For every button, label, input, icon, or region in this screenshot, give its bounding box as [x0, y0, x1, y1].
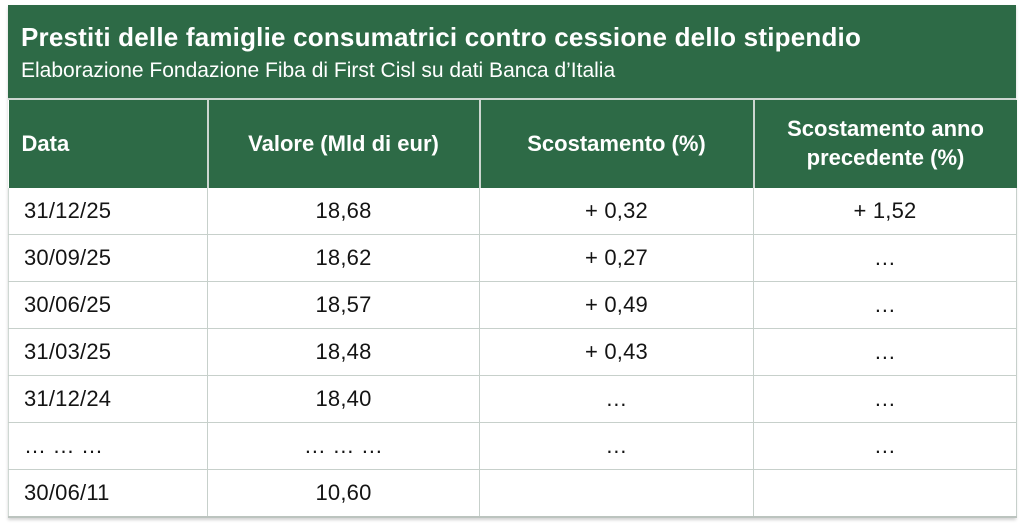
- table-row: 30/06/11 10,60: [8, 469, 1017, 518]
- table-cell-date: … … …: [8, 422, 208, 470]
- table-cell-scostamento: + 0,27: [479, 234, 754, 282]
- table-cell-date: 31/03/25: [8, 328, 208, 376]
- table-cell-date: 31/12/25: [8, 188, 208, 235]
- table-row: 31/03/25 18,48 + 0,43 …: [8, 328, 1017, 376]
- column-header-data: Data: [8, 100, 208, 188]
- table-cell-scostamento: …: [479, 422, 754, 470]
- table-row: 31/12/25 18,68 + 0,32 + 1,52: [8, 188, 1017, 235]
- table-cell-scostamento: + 0,43: [479, 328, 754, 376]
- table-cell-date: 30/06/11: [8, 469, 208, 518]
- table-cell-valore: 18,48: [207, 328, 480, 376]
- table-row: 30/06/25 18,57 + 0,49 …: [8, 281, 1017, 329]
- table-cell-scostamento-anno: …: [753, 234, 1017, 282]
- table-cell-valore: 18,57: [207, 281, 480, 329]
- table-cell-scostamento-anno: …: [753, 281, 1017, 329]
- table-cell-scostamento: [479, 469, 754, 518]
- table-cell-date: 30/06/25: [8, 281, 208, 329]
- table-cell-date: 31/12/24: [8, 375, 208, 423]
- table-row: 30/09/25 18,62 + 0,27 …: [8, 234, 1017, 282]
- column-header-scostamento: Scostamento (%): [478, 100, 754, 188]
- figure-header: Prestiti delle famiglie consumatrici con…: [8, 5, 1016, 100]
- column-header-scostamento-anno-precedente: Scostamento anno precedente (%): [752, 100, 1017, 188]
- table-cell-scostamento-anno: [753, 469, 1017, 518]
- table-row: 31/12/24 18,40 … …: [8, 375, 1017, 423]
- figure-title: Prestiti delle famiglie consumatrici con…: [21, 22, 862, 52]
- table-cell-date: 30/09/25: [8, 234, 208, 282]
- table-header-row: Data Valore (Mld di eur) Scostamento (%)…: [8, 100, 1017, 188]
- table-cell-valore: 18,68: [207, 188, 480, 235]
- table-cell-scostamento: + 0,32: [479, 188, 754, 235]
- table-row: … … … … … … … …: [8, 422, 1017, 470]
- table-cell-scostamento: …: [479, 375, 754, 423]
- table-cell-valore: 18,62: [207, 234, 480, 282]
- table-cell-valore: 10,60: [207, 469, 480, 518]
- table-cell-scostamento-anno: + 1,52: [753, 188, 1017, 235]
- table-cell-scostamento: + 0,49: [479, 281, 754, 329]
- table-cell-scostamento-anno: …: [753, 375, 1017, 423]
- table-cell-valore: 18,40: [207, 375, 480, 423]
- table-cell-scostamento-anno: …: [753, 328, 1017, 376]
- figure-subtitle: Elaborazione Fondazione Fiba di First Ci…: [21, 59, 616, 82]
- table-cell-scostamento-anno: …: [753, 422, 1017, 470]
- data-table: Data Valore (Mld di eur) Scostamento (%)…: [8, 100, 1017, 518]
- column-header-valore: Valore (Mld di eur): [206, 100, 480, 188]
- table-cell-valore: … … …: [207, 422, 480, 470]
- table-figure: Prestiti delle famiglie consumatrici con…: [8, 5, 1017, 518]
